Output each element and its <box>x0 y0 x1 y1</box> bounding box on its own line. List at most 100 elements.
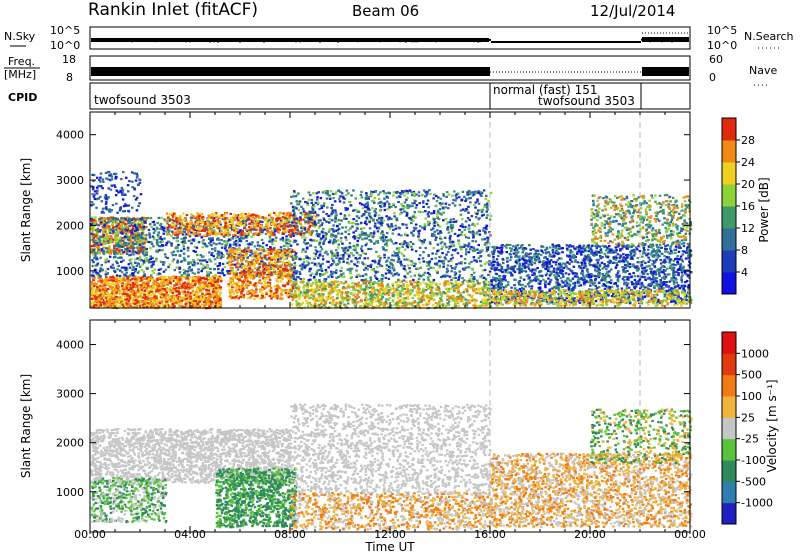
power-cell <box>288 262 292 265</box>
power-cell <box>285 249 289 252</box>
power-cell <box>163 218 166 221</box>
power-cell <box>194 279 198 282</box>
power-cell <box>243 216 247 219</box>
power-cell <box>283 248 286 251</box>
power-cell <box>158 237 162 240</box>
power-cell <box>194 277 197 280</box>
power-cell <box>244 213 247 216</box>
power-cell <box>126 293 129 296</box>
power-cell <box>112 293 116 296</box>
power-cell <box>322 304 325 307</box>
power-cell <box>187 239 191 242</box>
station-title: Rankin Inlet (fitACF) <box>88 0 258 20</box>
power-cell <box>270 240 274 243</box>
power-cell <box>148 236 152 239</box>
power-cell <box>159 260 163 263</box>
power-cell <box>272 248 276 251</box>
power-cell <box>105 250 109 253</box>
power-cell <box>208 297 211 301</box>
power-cell <box>287 216 290 219</box>
power-cell <box>176 300 179 303</box>
power-cell <box>297 302 300 305</box>
power-cell <box>150 303 154 306</box>
power-cell <box>163 253 167 256</box>
power-cell <box>180 231 184 234</box>
power-cell <box>137 283 141 286</box>
power-cell <box>120 222 123 226</box>
power-cell <box>260 232 263 236</box>
power-cell <box>232 256 236 259</box>
power-cell <box>94 234 98 237</box>
power-cell <box>156 290 159 293</box>
power-cell <box>213 229 216 232</box>
power-cell <box>239 213 242 216</box>
power-cell <box>339 295 343 298</box>
power-cell <box>186 293 189 296</box>
power-cell <box>138 238 141 241</box>
power-cell <box>126 237 129 240</box>
power-cell <box>131 287 134 290</box>
power-cell <box>288 248 291 251</box>
power-cell <box>251 290 254 293</box>
power-cell <box>242 295 246 298</box>
power-cell <box>238 271 242 274</box>
power-cell <box>343 292 346 295</box>
power-cell <box>209 281 213 284</box>
power-cell <box>291 219 294 222</box>
power-cell <box>287 225 290 228</box>
power-cell <box>94 304 97 307</box>
power-cell <box>239 222 243 225</box>
power-cell <box>338 290 341 293</box>
power-cell <box>243 233 246 236</box>
power-cell <box>213 300 216 303</box>
power-cell <box>159 222 163 225</box>
power-cell <box>184 241 187 244</box>
power-cell <box>260 256 264 259</box>
power-cell <box>94 239 97 242</box>
power-cell <box>225 228 229 231</box>
power-cell <box>93 268 97 271</box>
power-cell <box>249 274 252 277</box>
power-cell <box>231 267 234 270</box>
power-cell <box>111 304 114 307</box>
power-cell <box>237 231 241 234</box>
power-cell <box>291 285 295 288</box>
power-cell <box>170 290 174 293</box>
power-cell <box>133 292 136 295</box>
power-cell <box>217 305 220 308</box>
power-cell <box>176 259 180 262</box>
power-cell <box>142 227 146 230</box>
power-cell <box>131 306 135 309</box>
power-cell <box>170 306 173 309</box>
power-cell <box>197 241 201 244</box>
power-cell <box>240 272 244 276</box>
power-cell <box>252 234 255 237</box>
power-cell <box>268 289 271 292</box>
power-cell <box>110 279 113 282</box>
power-cell <box>231 237 234 240</box>
power-cell <box>384 289 387 292</box>
power-cell <box>207 282 211 285</box>
power-cell <box>141 251 145 254</box>
power-cell <box>212 297 216 300</box>
power-cell <box>133 220 136 223</box>
power-cell <box>223 240 226 243</box>
power-cell <box>211 294 215 297</box>
power-cell <box>360 298 363 301</box>
power-cell <box>150 290 153 293</box>
power-cell <box>268 214 271 217</box>
power-cell <box>234 289 238 292</box>
power-cell <box>118 227 121 230</box>
power-cell <box>154 304 157 307</box>
power-cell <box>231 263 234 266</box>
power-cell <box>166 227 169 230</box>
power-cell <box>99 235 102 238</box>
power-cell <box>137 270 141 273</box>
power-cell <box>136 234 139 237</box>
power-cell <box>155 249 159 252</box>
power-cell <box>91 271 95 274</box>
power-cell <box>260 260 264 263</box>
nsky-point <box>591 41 593 43</box>
power-cell <box>136 227 139 230</box>
power-cell <box>245 254 248 257</box>
